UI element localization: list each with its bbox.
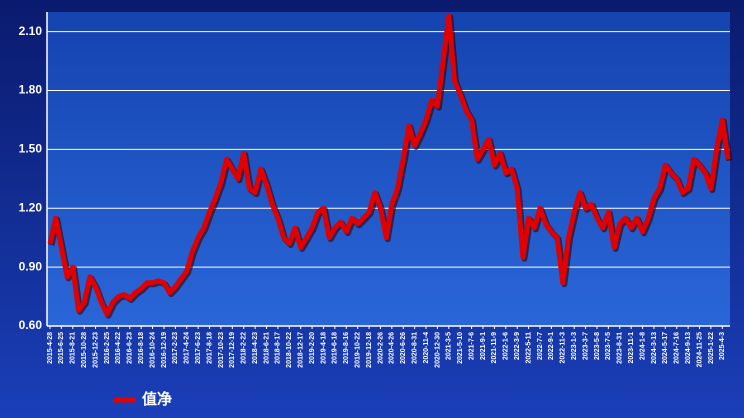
x-tick-label: 2015-12-23 (92, 332, 99, 368)
x-tick-label: 2018-4-23 (252, 332, 259, 364)
x-tick-label: 2018-12-17 (298, 332, 305, 368)
x-tick-label: 2016-10-24 (149, 332, 156, 368)
x-tick-label: 2019-4-18 (320, 332, 327, 364)
x-tick-label: 2017-2-23 (172, 332, 179, 364)
x-tick-label: 2024-5-17 (662, 332, 669, 364)
x-tick-label: 2024-11-25 (696, 332, 703, 368)
x-tick-label: 2017-10-23 (218, 332, 225, 368)
x-tick-label: 2025-4-3 (719, 332, 726, 360)
x-tick-label: 2015-10-28 (81, 332, 88, 368)
x-tick-label: 2015-4-28 (47, 332, 54, 364)
plot-area (47, 12, 730, 326)
y-tick-label: 1.50 (19, 142, 43, 156)
x-tick-label: 2018-2-22 (241, 332, 248, 364)
x-tick-label: 2023-3-7 (582, 332, 589, 360)
y-tick-label: 0.60 (19, 318, 43, 332)
x-tick-label: 2022-11-3 (560, 332, 567, 364)
x-tick-label: 2020-8-31 (411, 332, 418, 364)
x-tick-label: 2023-8-31 (617, 332, 624, 364)
x-tick-label: 2021-11-9 (491, 332, 498, 364)
x-tick-label: 2023-11-1 (628, 332, 635, 364)
x-tick-label: 2015-8-21 (70, 332, 77, 364)
line (47, 13, 731, 317)
x-tick-label: 2023-7-5 (605, 332, 612, 360)
x-tick-label: 2018-6-21 (263, 332, 270, 364)
x-tick-label: 2016-4-22 (115, 332, 122, 364)
x-tick-label: 2023-1-3 (571, 332, 578, 360)
x-tick-label: 2024-9-13 (685, 332, 692, 364)
y-tick-label: 1.20 (19, 200, 43, 214)
x-tick-label: 2020-4-26 (389, 332, 396, 364)
x-tick-label: 2020-6-26 (400, 332, 407, 364)
x-tick-label: 2024-3-13 (651, 332, 658, 364)
x-tick-label: 2016-2-25 (104, 332, 111, 364)
x-tick-label: 2025-1-22 (708, 332, 715, 364)
x-tick-label: 2016-8-18 (138, 332, 145, 364)
x-tick-label: 2021-9-1 (480, 332, 487, 360)
x-tick-label: 2020-12-30 (434, 332, 441, 368)
y-tick-label: 0.90 (19, 259, 43, 273)
x-tick-label: 2024-1-8 (639, 332, 646, 360)
x-tick-label: 2022-9-1 (548, 332, 555, 360)
x-tick-label: 2019-12-18 (366, 332, 373, 368)
x-tick-label: 2017-12-19 (229, 332, 236, 368)
x-tick-label: 2015-6-25 (58, 332, 65, 364)
x-tick-label: 2020-2-26 (377, 332, 384, 364)
x-tick-label: 2021-7-6 (468, 332, 475, 360)
x-tick-label: 2018-8-17 (275, 332, 282, 364)
x-tick-label: 2022-3-9 (514, 332, 521, 360)
legend-label: 值净 (142, 390, 172, 408)
x-tick-label: 2016-6-23 (127, 332, 134, 364)
x-tick-label: 2023-5-8 (594, 332, 601, 360)
y-tick-label: 1.80 (19, 83, 43, 97)
x-tick-label: 2018-10-22 (286, 332, 293, 368)
x-tick-label: 2019-10-22 (355, 332, 362, 368)
x-tick-label: 2024-7-16 (674, 332, 681, 364)
x-tick-label: 2022-1-6 (503, 332, 510, 360)
x-tick-label: 2017-4-24 (184, 332, 191, 364)
x-tick-label: 2019-8-16 (343, 332, 350, 364)
x-tick-label: 2021-3-5 (446, 332, 453, 360)
x-tick-label: 2020-11-4 (423, 332, 430, 364)
x-tick-label: 2022-5-11 (525, 332, 532, 364)
x-tick-label: 2017-8-18 (206, 332, 213, 364)
x-tick-label: 2017-6-23 (195, 332, 202, 364)
x-tick-label: 2019-2-20 (309, 332, 316, 364)
x-tick-label: 2022-7-7 (537, 332, 544, 360)
x-tick-label: 2016-12-19 (161, 332, 168, 368)
x-tick-label: 2021-5-10 (457, 332, 464, 364)
x-tick-label: 2019-6-18 (332, 332, 339, 364)
y-tick-label: 2.10 (19, 24, 43, 38)
